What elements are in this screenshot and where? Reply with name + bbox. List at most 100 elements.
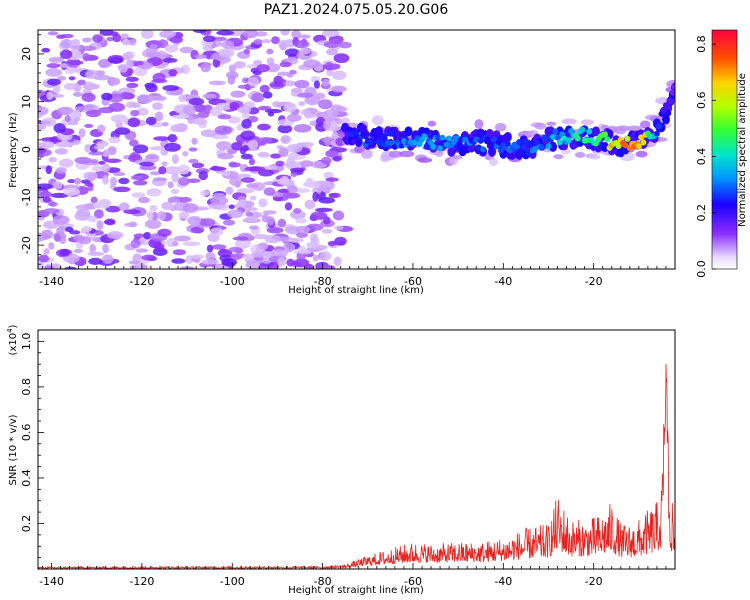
noise-blob <box>148 44 159 49</box>
noise-blob <box>246 183 259 189</box>
noise-blob <box>123 209 141 215</box>
noise-blob <box>128 38 137 46</box>
track-halo-blob <box>488 158 498 167</box>
noise-blob <box>41 47 51 53</box>
track-core <box>479 146 486 153</box>
noise-blob <box>47 31 59 36</box>
noise-blob <box>103 219 116 225</box>
noise-blob <box>297 34 311 39</box>
noise-blob <box>188 97 205 106</box>
noise-blob <box>38 106 49 116</box>
noise-blob <box>227 116 241 124</box>
x-tick-label: -20 <box>585 575 603 588</box>
track-core <box>342 136 349 143</box>
track-halo-blob <box>494 122 507 132</box>
noise-blob <box>198 170 209 181</box>
noise-blob <box>182 106 197 116</box>
noise-blob <box>318 99 333 110</box>
noise-blob <box>161 161 168 167</box>
noise-blob <box>141 254 156 261</box>
noise-blob <box>219 49 233 58</box>
noise-blob <box>83 104 95 111</box>
track-outer <box>488 146 497 157</box>
y-tick-label: 0.8 <box>20 378 33 396</box>
noise-blob <box>282 242 296 253</box>
noise-blob <box>73 248 83 254</box>
noise-blob <box>232 236 249 241</box>
noise-blob <box>263 187 276 196</box>
y-tick-label: 0.4 <box>20 469 33 487</box>
noise-blob <box>277 178 290 185</box>
noise-blob <box>229 176 243 187</box>
colorbar-gradient <box>711 29 738 270</box>
noise-blob <box>121 38 130 46</box>
noise-blob <box>242 30 259 39</box>
noise-blob <box>248 158 255 166</box>
noise-blob <box>94 209 104 219</box>
track-core <box>437 145 444 152</box>
noise-blob <box>128 260 141 265</box>
x-tick-label: -140 <box>39 575 64 588</box>
track-core <box>583 137 590 144</box>
track-core <box>489 141 496 148</box>
track-core <box>665 110 672 117</box>
noise-blob <box>293 258 310 268</box>
noise-blob <box>102 149 110 157</box>
track-halo-blob <box>626 125 642 132</box>
track-core <box>522 138 529 145</box>
noise-blob <box>54 148 68 155</box>
chart-title: PAZ1.2024.075.05.20.G06 <box>264 2 449 18</box>
track-core <box>604 136 611 143</box>
track-outer <box>404 126 413 137</box>
noise-blob <box>75 204 92 211</box>
noise-blob <box>286 157 296 168</box>
noise-blob <box>338 41 352 49</box>
track-core <box>638 134 645 141</box>
spectrogram-x-ticks: -140 -120 -100 -80 -60 -40 -20 <box>39 263 676 288</box>
noise-blob <box>50 192 69 198</box>
noise-blob <box>267 261 280 269</box>
noise-blob <box>253 39 263 45</box>
noise-blob <box>173 235 191 242</box>
noise-blob <box>85 109 102 118</box>
noise-blob <box>318 251 332 261</box>
noise-blob <box>150 95 167 101</box>
noise-blob <box>59 142 73 147</box>
track-halo-blob <box>580 119 594 126</box>
noise-blob <box>102 243 109 254</box>
noise-blob <box>278 39 289 50</box>
noise-blob <box>48 57 64 63</box>
track-core <box>656 123 663 130</box>
track-core <box>475 144 482 151</box>
track-halo-blob <box>340 117 351 126</box>
noise-blob <box>312 191 319 202</box>
noise-blob <box>217 114 232 120</box>
noise-blob <box>120 33 129 39</box>
x-tick-label: -60 <box>404 575 422 588</box>
noise-blob <box>201 259 220 265</box>
noise-blob <box>205 251 216 261</box>
noise-blob <box>322 30 340 37</box>
noise-blob <box>303 181 321 188</box>
noise-blob <box>241 112 251 119</box>
noise-blob <box>67 179 76 184</box>
noise-blob <box>289 167 305 173</box>
noise-blob <box>157 39 169 49</box>
noise-blob <box>322 120 331 130</box>
noise-blob <box>257 151 270 158</box>
noise-blob <box>88 151 105 156</box>
noise-blob <box>242 145 250 152</box>
noise-blob <box>102 175 109 185</box>
noise-blob <box>131 192 146 198</box>
noise-blob <box>193 104 207 113</box>
track-core <box>579 126 586 133</box>
track-halo-blob <box>553 154 564 160</box>
noise-blob <box>280 30 290 36</box>
noise-blob <box>90 196 98 204</box>
colorbar-ticks: 0.0 0.2 0.4 0.6 0.8 <box>695 35 716 278</box>
noise-blob <box>284 202 293 211</box>
noise-blob <box>182 151 189 157</box>
track-core <box>353 129 360 136</box>
noise-blob <box>290 88 303 93</box>
noise-blob <box>96 220 104 231</box>
